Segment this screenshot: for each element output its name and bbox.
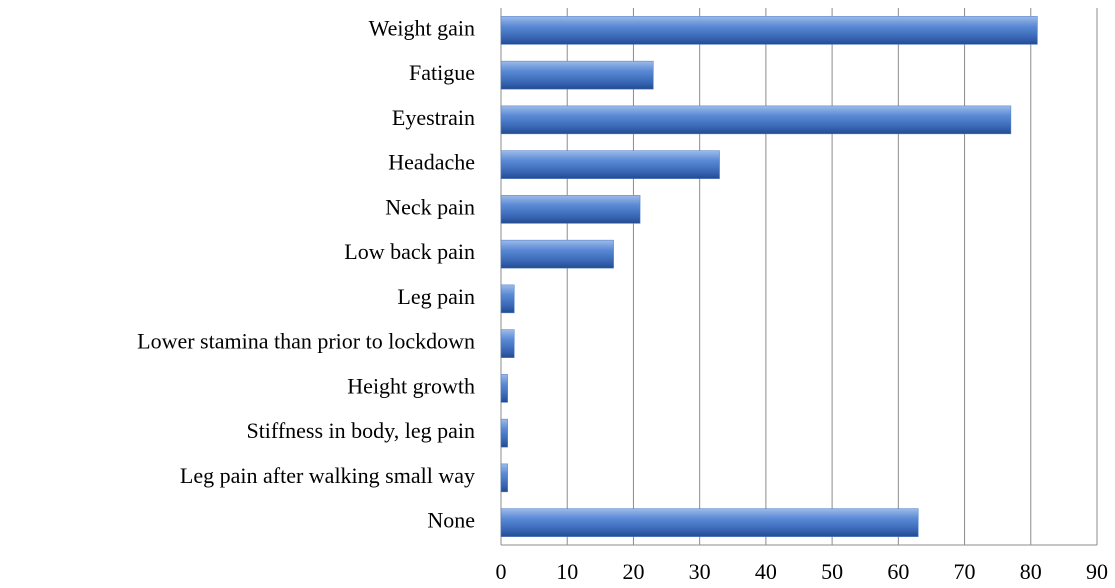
x-tick-label: 80 [1020, 559, 1042, 584]
x-tick-label: 0 [496, 559, 507, 584]
bar [500, 16, 1038, 45]
x-tick-label: 70 [954, 559, 976, 584]
bar [500, 463, 508, 493]
bar [500, 329, 515, 358]
y-tick-label: Fatigue [409, 60, 475, 85]
y-tick-label: Leg pain [397, 284, 475, 309]
bar [500, 418, 508, 448]
y-tick-label: Height growth [347, 373, 475, 398]
x-tick-label: 90 [1086, 559, 1108, 584]
bar [500, 284, 515, 314]
y-tick-label: None [427, 508, 475, 533]
y-tick-label: Headache [388, 150, 475, 175]
x-tick-label: 20 [622, 559, 644, 584]
x-tick-label: 50 [821, 559, 843, 584]
bar [500, 195, 641, 224]
x-tick-label: 40 [755, 559, 777, 584]
x-tick-label: 30 [689, 559, 711, 584]
y-tick-label: Stiffness in body, leg pain [246, 418, 475, 443]
x-tick-label: 10 [556, 559, 578, 584]
x-tick-label: 60 [887, 559, 909, 584]
y-tick-label: Eyestrain [392, 105, 475, 130]
bar [500, 508, 919, 537]
y-tick-label: Neck pain [385, 194, 475, 219]
bar [500, 239, 614, 269]
y-tick-label: Leg pain after walking small way [180, 463, 475, 488]
y-tick-label: Weight gain [369, 15, 475, 40]
bar [500, 60, 654, 90]
y-tick-label: Lower stamina than prior to lockdown [137, 329, 475, 354]
bar [500, 374, 508, 403]
bar [500, 105, 1012, 135]
bar [500, 150, 720, 179]
y-tick-label: Low back pain [344, 239, 475, 264]
